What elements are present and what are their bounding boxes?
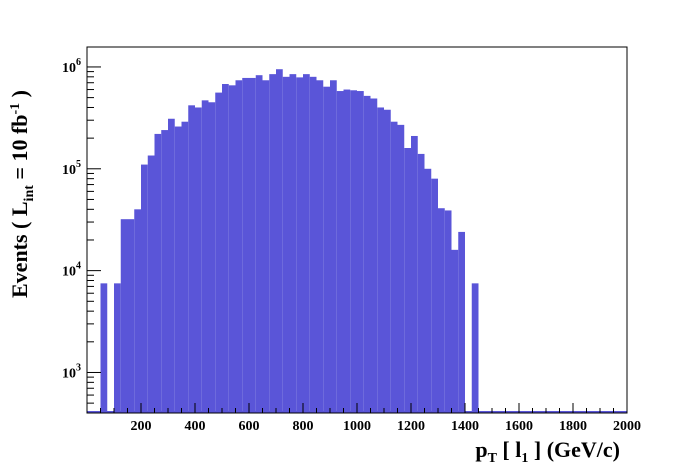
bar <box>411 135 418 413</box>
x-tick-label: 800 <box>293 419 314 434</box>
x-tick-label: 200 <box>131 419 152 434</box>
tick-base: 10 <box>62 61 76 76</box>
bar <box>262 80 270 414</box>
x-tick-label: 600 <box>239 419 260 434</box>
bar <box>249 77 256 413</box>
tick-base: 10 <box>62 366 76 381</box>
bar <box>127 219 135 413</box>
x-tick-label: 1600 <box>505 419 533 434</box>
bar <box>377 107 384 414</box>
bar <box>168 118 175 414</box>
tick-exponent: 3 <box>76 362 81 373</box>
bar <box>370 98 378 413</box>
bar <box>384 109 391 413</box>
bar <box>438 208 445 413</box>
bar <box>269 74 276 414</box>
bar <box>330 80 337 414</box>
bar <box>296 77 303 414</box>
bar <box>174 126 182 413</box>
bar <box>417 153 425 413</box>
bar <box>188 105 195 414</box>
bar <box>363 95 371 413</box>
bar <box>242 77 249 413</box>
bar <box>336 91 344 413</box>
bar <box>289 74 297 414</box>
bar <box>471 283 479 413</box>
x-tick-label: 1400 <box>451 419 479 434</box>
bar <box>404 148 411 413</box>
bar <box>161 130 168 413</box>
bar <box>303 74 310 414</box>
bar <box>201 100 209 413</box>
bar <box>431 178 438 413</box>
x-tick-label: 400 <box>185 419 206 434</box>
bar <box>147 155 155 413</box>
plot-area <box>87 69 627 414</box>
y-tick-label: 105 <box>62 159 81 178</box>
tick-exponent: 4 <box>76 261 81 272</box>
bar <box>114 283 121 413</box>
bar <box>316 80 324 414</box>
tick-exponent: 5 <box>76 159 81 170</box>
bar <box>235 80 243 414</box>
bar <box>323 86 330 413</box>
bar <box>208 102 216 414</box>
tick-base: 10 <box>62 163 76 178</box>
bar <box>357 91 364 413</box>
x-tick-label: 1200 <box>397 419 425 434</box>
y-axis-title: Events ( Lint = 10 fb-1 ) <box>7 90 37 298</box>
bar <box>444 210 452 413</box>
bar <box>350 90 357 414</box>
bar <box>100 283 108 413</box>
bar <box>276 69 283 414</box>
bar <box>222 84 229 413</box>
y-tick-label: 103 <box>62 362 81 381</box>
bar <box>282 76 290 413</box>
bar <box>343 89 351 414</box>
x-tick-label: 1800 <box>559 419 587 434</box>
x-axis-title: pT [ l1 ] (GeV/c) <box>475 437 620 466</box>
y-tick-label: 106 <box>62 57 81 76</box>
bar <box>134 209 141 413</box>
bar <box>195 107 202 414</box>
tick-exponent: 6 <box>76 57 81 68</box>
bar <box>228 85 236 413</box>
bar <box>397 124 405 413</box>
bar <box>141 164 148 413</box>
y-tick-label: 104 <box>62 261 81 280</box>
bar <box>154 133 162 414</box>
bar <box>424 168 432 413</box>
bar <box>255 75 263 413</box>
bar <box>458 231 465 413</box>
bar <box>215 92 222 414</box>
bar <box>390 121 398 413</box>
x-tick-label: 1000 <box>343 419 371 434</box>
tick-base: 10 <box>62 265 76 280</box>
bar <box>181 121 189 413</box>
bar <box>309 76 317 413</box>
bar <box>451 249 459 413</box>
x-tick-label: 2000 <box>613 419 641 434</box>
bar <box>120 219 128 413</box>
